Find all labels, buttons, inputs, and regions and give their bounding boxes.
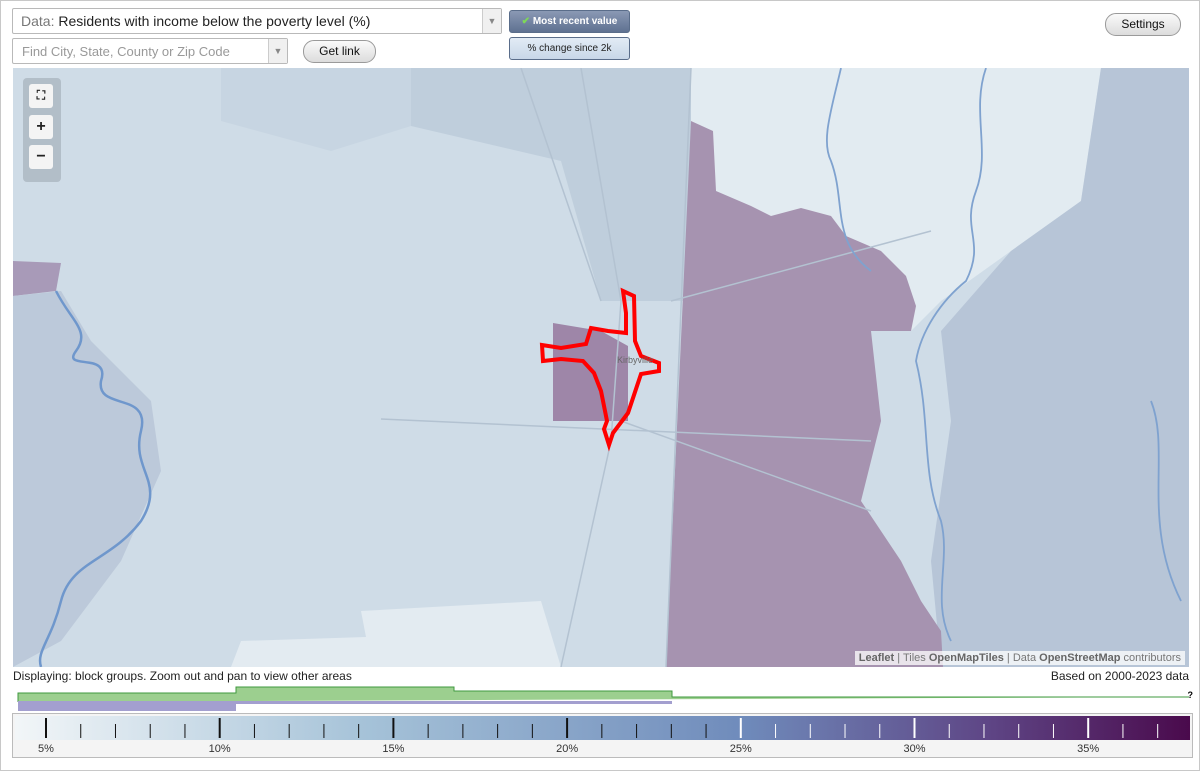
data-prefix: Data: xyxy=(21,13,55,29)
search-placeholder: Find City, State, County or Zip Code xyxy=(22,44,230,59)
purple-bar xyxy=(18,701,236,711)
river xyxy=(38,290,152,667)
map-canvas: Kirbyville xyxy=(13,68,1189,667)
scale-label: 35% xyxy=(1077,743,1099,755)
help-mark[interactable]: ? xyxy=(1188,690,1194,700)
scale-label: 20% xyxy=(556,743,578,755)
percent-change-toggle[interactable]: % change since 2k xyxy=(509,37,630,60)
zoom-control: ⛶ + − xyxy=(23,78,61,182)
check-icon: ✔ xyxy=(521,16,531,27)
region xyxy=(231,601,561,667)
most-recent-toggle[interactable]: ✔ Most recent value xyxy=(509,10,630,33)
road xyxy=(380,68,932,667)
scale-label: 10% xyxy=(209,743,231,755)
region xyxy=(13,261,61,296)
dropdown-arrow: ▼ xyxy=(268,39,287,63)
distribution-bars: ? xyxy=(17,686,1194,711)
region xyxy=(666,121,943,667)
attribution-text[interactable]: OpenStreetMap xyxy=(1039,652,1121,664)
region xyxy=(13,291,161,667)
attribution: Leaflet | Tiles OpenMapTiles | Data Open… xyxy=(854,651,1185,665)
attribution-text[interactable]: OpenMapTiles xyxy=(928,652,1004,664)
river xyxy=(825,68,1182,642)
data-selector[interactable]: Data: Residents with income below the po… xyxy=(12,8,502,34)
fullscreen-button[interactable]: ⛶ xyxy=(29,84,53,108)
attribution-text: Data xyxy=(1012,652,1037,664)
region xyxy=(931,68,1189,667)
attribution-text: contributors xyxy=(1123,652,1181,664)
zoom-in-button[interactable]: + xyxy=(29,115,53,139)
attribution-text: Tiles xyxy=(902,652,926,664)
scale-label: 5% xyxy=(38,743,54,755)
most-recent-label: Most recent value xyxy=(532,16,618,27)
purple-bar xyxy=(236,701,672,704)
displaying-note: Displaying: block groups. Zoom out and p… xyxy=(13,669,352,683)
scale-label: 25% xyxy=(730,743,752,755)
color-ramp xyxy=(15,716,1190,740)
zoom-out-button[interactable]: − xyxy=(29,145,53,169)
region xyxy=(221,68,411,151)
search-box[interactable]: Find City, State, County or Zip Code ▼ xyxy=(12,38,288,64)
selected-area[interactable] xyxy=(539,287,661,452)
get-link-button[interactable]: Get link xyxy=(303,40,376,63)
region xyxy=(411,68,691,301)
data-selection: Residents with income below the poverty … xyxy=(58,13,371,29)
dropdown-arrow: ▼ xyxy=(482,9,501,33)
settings-button[interactable]: Settings xyxy=(1105,13,1181,36)
map[interactable]: Kirbyville ⛶ + − Leaflet | Tiles OpenMap… xyxy=(13,68,1189,667)
green-distribution xyxy=(17,686,1189,702)
data-range-note: Based on 2000-2023 data xyxy=(1050,669,1189,683)
attribution-text: | xyxy=(1006,652,1010,664)
legend-scale: 5% 10% 15% 20% 25% 30% 35% xyxy=(15,716,1190,755)
attribution-text[interactable]: Leaflet xyxy=(858,652,895,664)
scale-label: 15% xyxy=(382,743,404,755)
attribution-text: | xyxy=(897,652,901,664)
scale-label: 30% xyxy=(903,743,925,755)
legend: 5% 10% 15% 20% 25% 30% 35% xyxy=(12,713,1193,758)
place-label: Kirbyville xyxy=(617,355,653,365)
